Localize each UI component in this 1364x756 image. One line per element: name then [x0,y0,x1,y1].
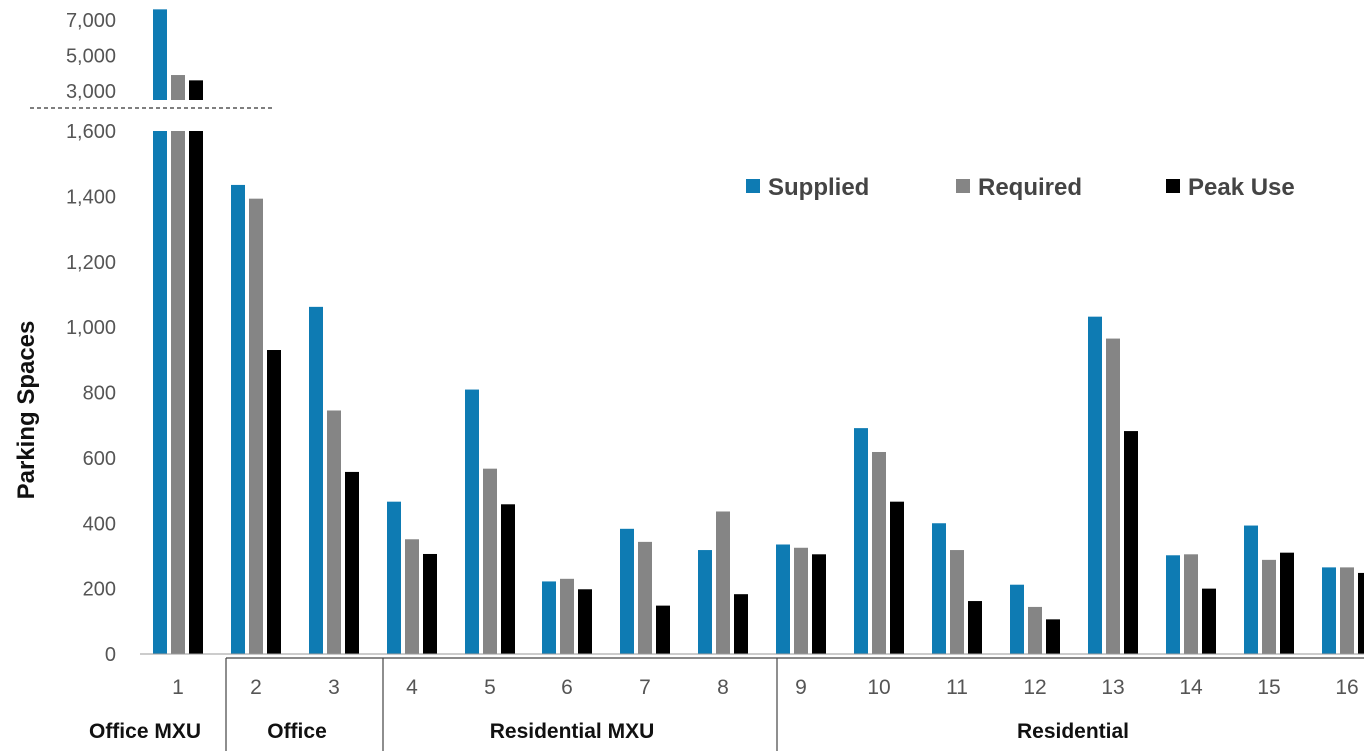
bar-required-1-lower [171,131,185,654]
legend-swatch-supplied [746,179,760,193]
bar-required-7 [638,541,652,654]
y-tick-label-upper: 3,000 [66,81,116,103]
group-label: Office MXU [89,720,201,743]
x-category-label: 2 [250,676,262,699]
group-label: Residential MXU [490,720,655,743]
bar-required-3 [327,410,341,654]
bar-required-11 [950,550,964,654]
y-axis-title: Parking Spaces [13,321,40,500]
bar-peak-use-1-lower [189,131,203,654]
y-tick-label: 1,000 [66,317,116,339]
bar-supplied-9 [776,544,790,654]
bar-peak-use-15 [1280,552,1294,654]
bar-peak-use-1-upper [189,80,203,100]
group-label: Office [267,720,327,743]
bar-supplied-7 [620,528,634,654]
bar-required-9 [794,547,808,654]
group-label: Residential [1017,720,1129,743]
x-category-label: 4 [406,676,418,699]
bar-supplied-3 [309,306,323,654]
legend-swatch-required [956,179,970,193]
bar-peak-use-9 [812,554,826,654]
y-tick-label: 1,200 [66,252,116,274]
bar-peak-use-13 [1124,431,1138,654]
x-category-label: 14 [1179,676,1203,699]
bar-supplied-1-lower [153,131,167,654]
bar-required-10 [872,451,886,654]
bar-peak-use-14 [1202,588,1216,654]
x-category-label: 15 [1257,676,1280,699]
bar-supplied-2 [231,184,245,654]
bar-required-5 [483,468,497,654]
bar-peak-use-11 [968,601,982,654]
bar-required-14 [1184,554,1198,654]
bar-supplied-8 [698,550,712,654]
bar-peak-use-10 [890,501,904,654]
bar-required-16 [1340,567,1354,654]
y-tick-label: 0 [105,644,116,666]
x-category-label: 6 [561,676,573,699]
x-category-label: 13 [1101,676,1124,699]
bar-peak-use-2 [267,350,281,654]
bar-required-6 [560,578,574,654]
bar-supplied-14 [1166,555,1180,654]
bar-supplied-4 [387,501,401,654]
bar-supplied-15 [1244,525,1258,654]
bar-supplied-16 [1322,567,1336,654]
bar-supplied-6 [542,581,556,654]
bar-supplied-12 [1010,584,1024,654]
bar-supplied-10 [854,428,868,654]
bar-required-13 [1106,338,1120,654]
x-category-label: 11 [946,676,968,699]
y-tick-label: 200 [83,579,116,601]
bar-peak-use-8 [734,594,748,654]
bar-peak-use-5 [501,504,515,654]
bar-required-8 [716,511,730,654]
y-tick-label-upper: 7,000 [66,10,116,32]
bar-supplied-11 [932,523,946,654]
y-tick-label: 600 [83,448,116,470]
x-category-label: 7 [639,676,651,699]
bar-peak-use-7 [656,605,670,654]
x-category-label: 16 [1335,676,1358,699]
bar-peak-use-12 [1046,619,1060,654]
x-category-label: 12 [1023,676,1046,699]
legend-label-required: Required [978,174,1082,201]
bar-required-12 [1028,606,1042,654]
bar-peak-use-6 [578,589,592,654]
bar-supplied-1-upper [153,9,167,101]
x-category-label: 9 [795,676,807,699]
y-tick-label-upper: 5,000 [66,46,116,68]
legend-label-supplied: Supplied [768,174,869,201]
x-category-label: 3 [328,676,340,699]
bar-peak-use-16 [1358,572,1364,654]
bar-supplied-13 [1088,316,1102,654]
bar-required-4 [405,539,419,654]
x-category-label: 10 [867,676,890,699]
y-tick-label: 1,400 [66,186,116,208]
bar-peak-use-4 [423,553,437,654]
bar-supplied-5 [465,389,479,654]
legend-label-peak-use: Peak Use [1188,174,1295,201]
y-tick-label: 400 [83,513,116,535]
bar-peak-use-3 [345,471,359,654]
x-category-label: 1 [172,676,184,699]
legend-swatch-peak-use [1166,179,1180,193]
bar-required-2 [249,198,263,654]
x-category-label: 8 [717,676,729,699]
y-tick-label: 800 [83,383,116,405]
x-category-label: 5 [484,676,496,699]
y-tick-label: 1,600 [66,121,116,143]
bar-required-15 [1262,559,1276,654]
bar-required-1-upper [171,75,185,100]
